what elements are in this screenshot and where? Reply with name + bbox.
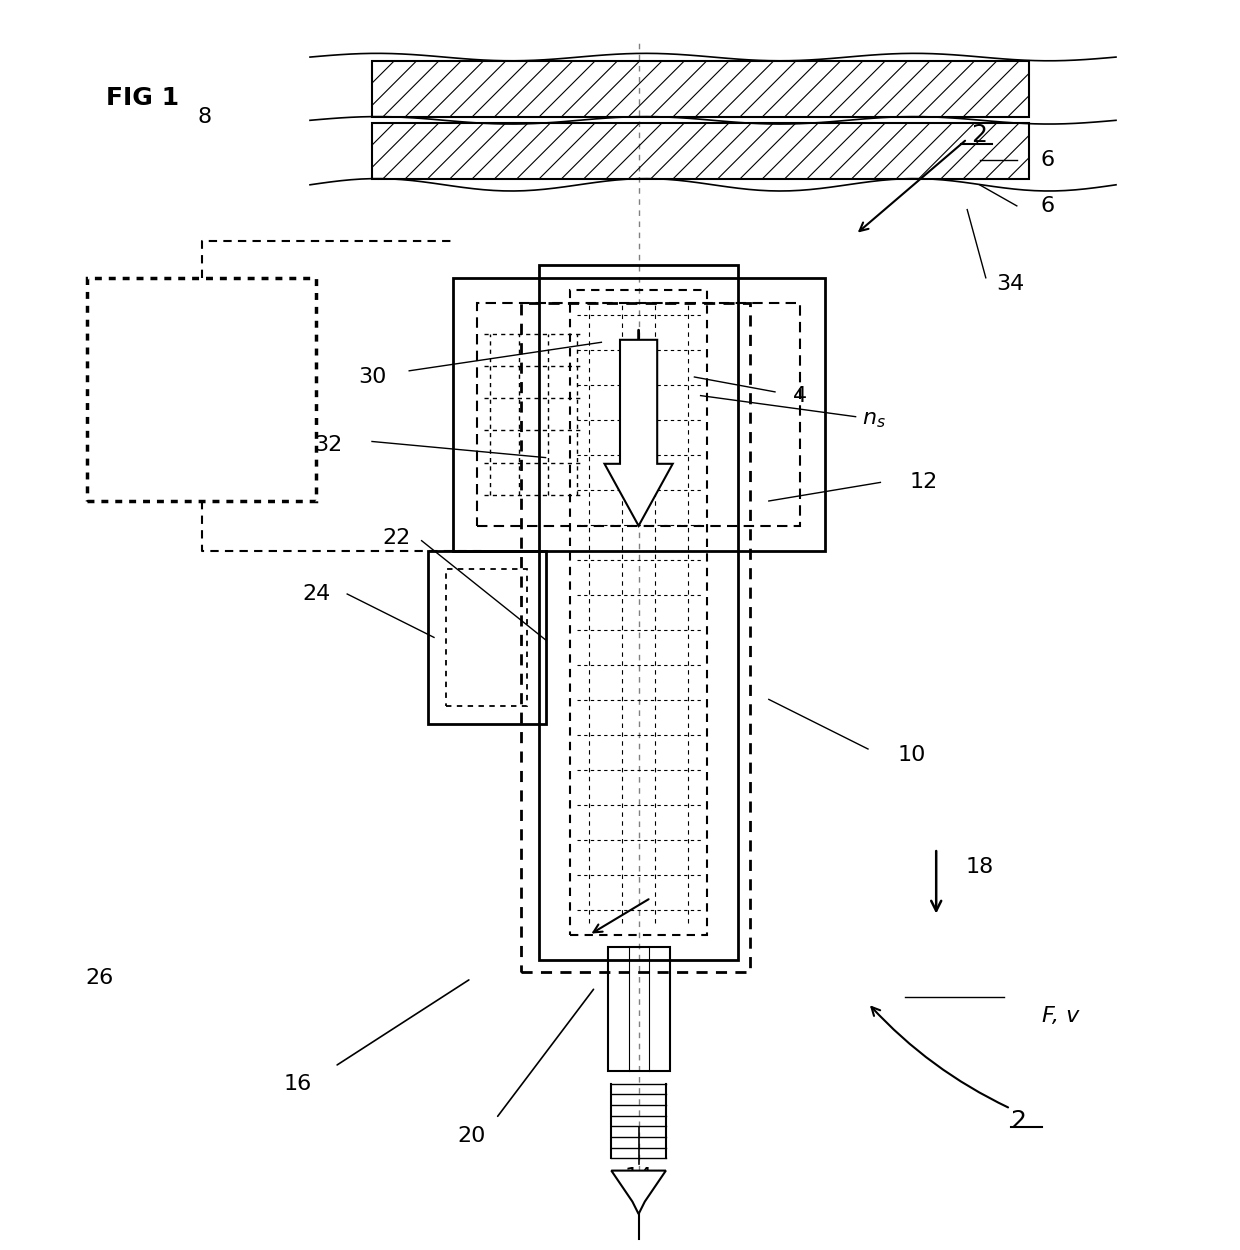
Text: F, v: F, v	[1042, 1005, 1079, 1025]
Text: 4: 4	[792, 385, 807, 405]
Text: 34: 34	[997, 274, 1024, 294]
Text: 22: 22	[383, 529, 410, 549]
Text: FIG 1: FIG 1	[107, 86, 179, 110]
Bar	[428, 550, 546, 724]
Text: 18: 18	[966, 856, 993, 876]
Text: 6: 6	[1040, 150, 1055, 170]
Text: 30: 30	[358, 368, 386, 388]
Bar	[539, 265, 738, 960]
Bar	[372, 61, 1029, 116]
Text: 6: 6	[1040, 196, 1055, 216]
Text: 26: 26	[86, 969, 113, 989]
Bar	[372, 122, 1029, 179]
Bar	[521, 302, 750, 972]
Text: 20: 20	[458, 1126, 485, 1146]
Bar	[608, 948, 670, 1071]
Text: 16: 16	[284, 1074, 311, 1094]
Text: 10: 10	[898, 745, 925, 765]
Bar	[477, 302, 800, 526]
Bar	[453, 278, 825, 550]
Text: 32: 32	[315, 435, 342, 455]
Text: 14: 14	[625, 1166, 652, 1186]
Text: 2: 2	[972, 124, 987, 148]
Text: 2: 2	[1011, 1109, 1027, 1132]
Text: 12: 12	[910, 472, 937, 492]
Text: $n_s$: $n_s$	[862, 410, 887, 430]
Bar	[446, 569, 527, 705]
Text: 24: 24	[303, 584, 330, 604]
Text: 8: 8	[197, 106, 212, 126]
Bar	[570, 290, 707, 935]
Polygon shape	[611, 1170, 666, 1214]
Bar	[87, 278, 316, 501]
FancyArrow shape	[605, 340, 672, 526]
